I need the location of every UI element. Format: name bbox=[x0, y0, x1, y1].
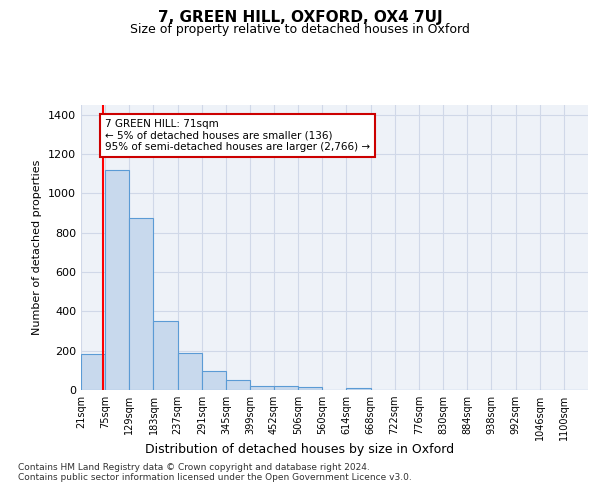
Text: Size of property relative to detached houses in Oxford: Size of property relative to detached ho… bbox=[130, 22, 470, 36]
Text: Contains public sector information licensed under the Open Government Licence v3: Contains public sector information licen… bbox=[18, 472, 412, 482]
Text: 7 GREEN HILL: 71sqm
← 5% of detached houses are smaller (136)
95% of semi-detach: 7 GREEN HILL: 71sqm ← 5% of detached hou… bbox=[105, 119, 370, 152]
Text: 7, GREEN HILL, OXFORD, OX4 7UJ: 7, GREEN HILL, OXFORD, OX4 7UJ bbox=[158, 10, 442, 25]
Bar bbox=[346, 388, 371, 390]
Y-axis label: Number of detached properties: Number of detached properties bbox=[32, 160, 43, 335]
Text: Contains HM Land Registry data © Crown copyright and database right 2024.: Contains HM Land Registry data © Crown c… bbox=[18, 462, 370, 471]
Bar bbox=[130, 218, 154, 390]
Bar bbox=[274, 386, 298, 390]
Bar bbox=[298, 387, 322, 390]
Bar bbox=[81, 354, 105, 390]
Bar bbox=[226, 380, 250, 390]
Bar bbox=[154, 321, 178, 390]
Text: Distribution of detached houses by size in Oxford: Distribution of detached houses by size … bbox=[145, 442, 455, 456]
Bar bbox=[178, 352, 202, 390]
Bar bbox=[250, 386, 274, 390]
Bar bbox=[202, 372, 226, 390]
Bar bbox=[105, 170, 130, 390]
